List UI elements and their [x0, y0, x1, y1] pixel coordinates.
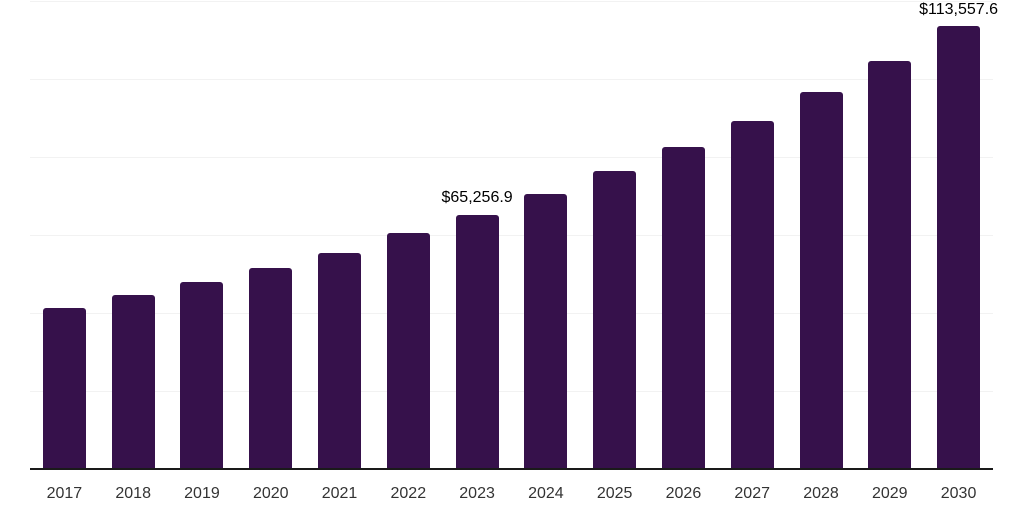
x-tick-label-2023: 2023	[459, 485, 495, 502]
bar-2020	[249, 268, 293, 469]
bar-2023	[455, 214, 499, 469]
gridline	[30, 391, 993, 392]
data-label-2023: $65,256.9	[441, 189, 513, 207]
bar-2027	[730, 120, 774, 469]
bar-2029	[868, 60, 912, 469]
x-axis-tick-labels: 2017 2018 2019 2020 2021 2022 2023 2024 2025 2026…	[30, 482, 993, 506]
gridline	[30, 313, 993, 314]
gridline	[30, 157, 993, 158]
x-tick-label-2025: 2025	[596, 485, 633, 502]
bar-2017	[42, 308, 86, 469]
x-tick-label-2017: 2017	[46, 485, 83, 502]
bar-2025	[593, 171, 637, 469]
gridline	[30, 235, 993, 236]
x-tick-label-2021: 2021	[321, 485, 358, 502]
bar-2019	[180, 282, 224, 469]
x-tick-label-2020: 2020	[252, 485, 289, 502]
x-tick-label-2024: 2024	[528, 485, 564, 502]
bar-2018	[111, 294, 155, 469]
x-axis-line	[30, 468, 993, 470]
bar-2028	[799, 91, 843, 469]
bar-2021	[318, 252, 362, 469]
x-tick-label-2029: 2029	[871, 485, 908, 502]
x-tick-label-2022: 2022	[390, 485, 427, 502]
x-tick-label-2026: 2026	[665, 485, 702, 502]
bar-2022	[386, 233, 430, 469]
bar-2030	[937, 26, 981, 469]
data-label-2030: $113,557.6	[919, 1, 999, 19]
x-tick-label-2019: 2019	[184, 485, 220, 502]
gridline	[30, 1, 993, 2]
x-tick-label-2018: 2018	[115, 485, 151, 502]
bar-2026	[661, 147, 705, 469]
x-tick-label-2030: 2030	[940, 485, 977, 502]
gridline	[30, 79, 993, 80]
x-tick-label-2028: 2028	[803, 485, 839, 502]
x-tick-label-2027: 2027	[734, 485, 770, 502]
plot-area: $65,256.9 $113,557.6	[30, 0, 998, 469]
bar-2024	[524, 194, 568, 469]
